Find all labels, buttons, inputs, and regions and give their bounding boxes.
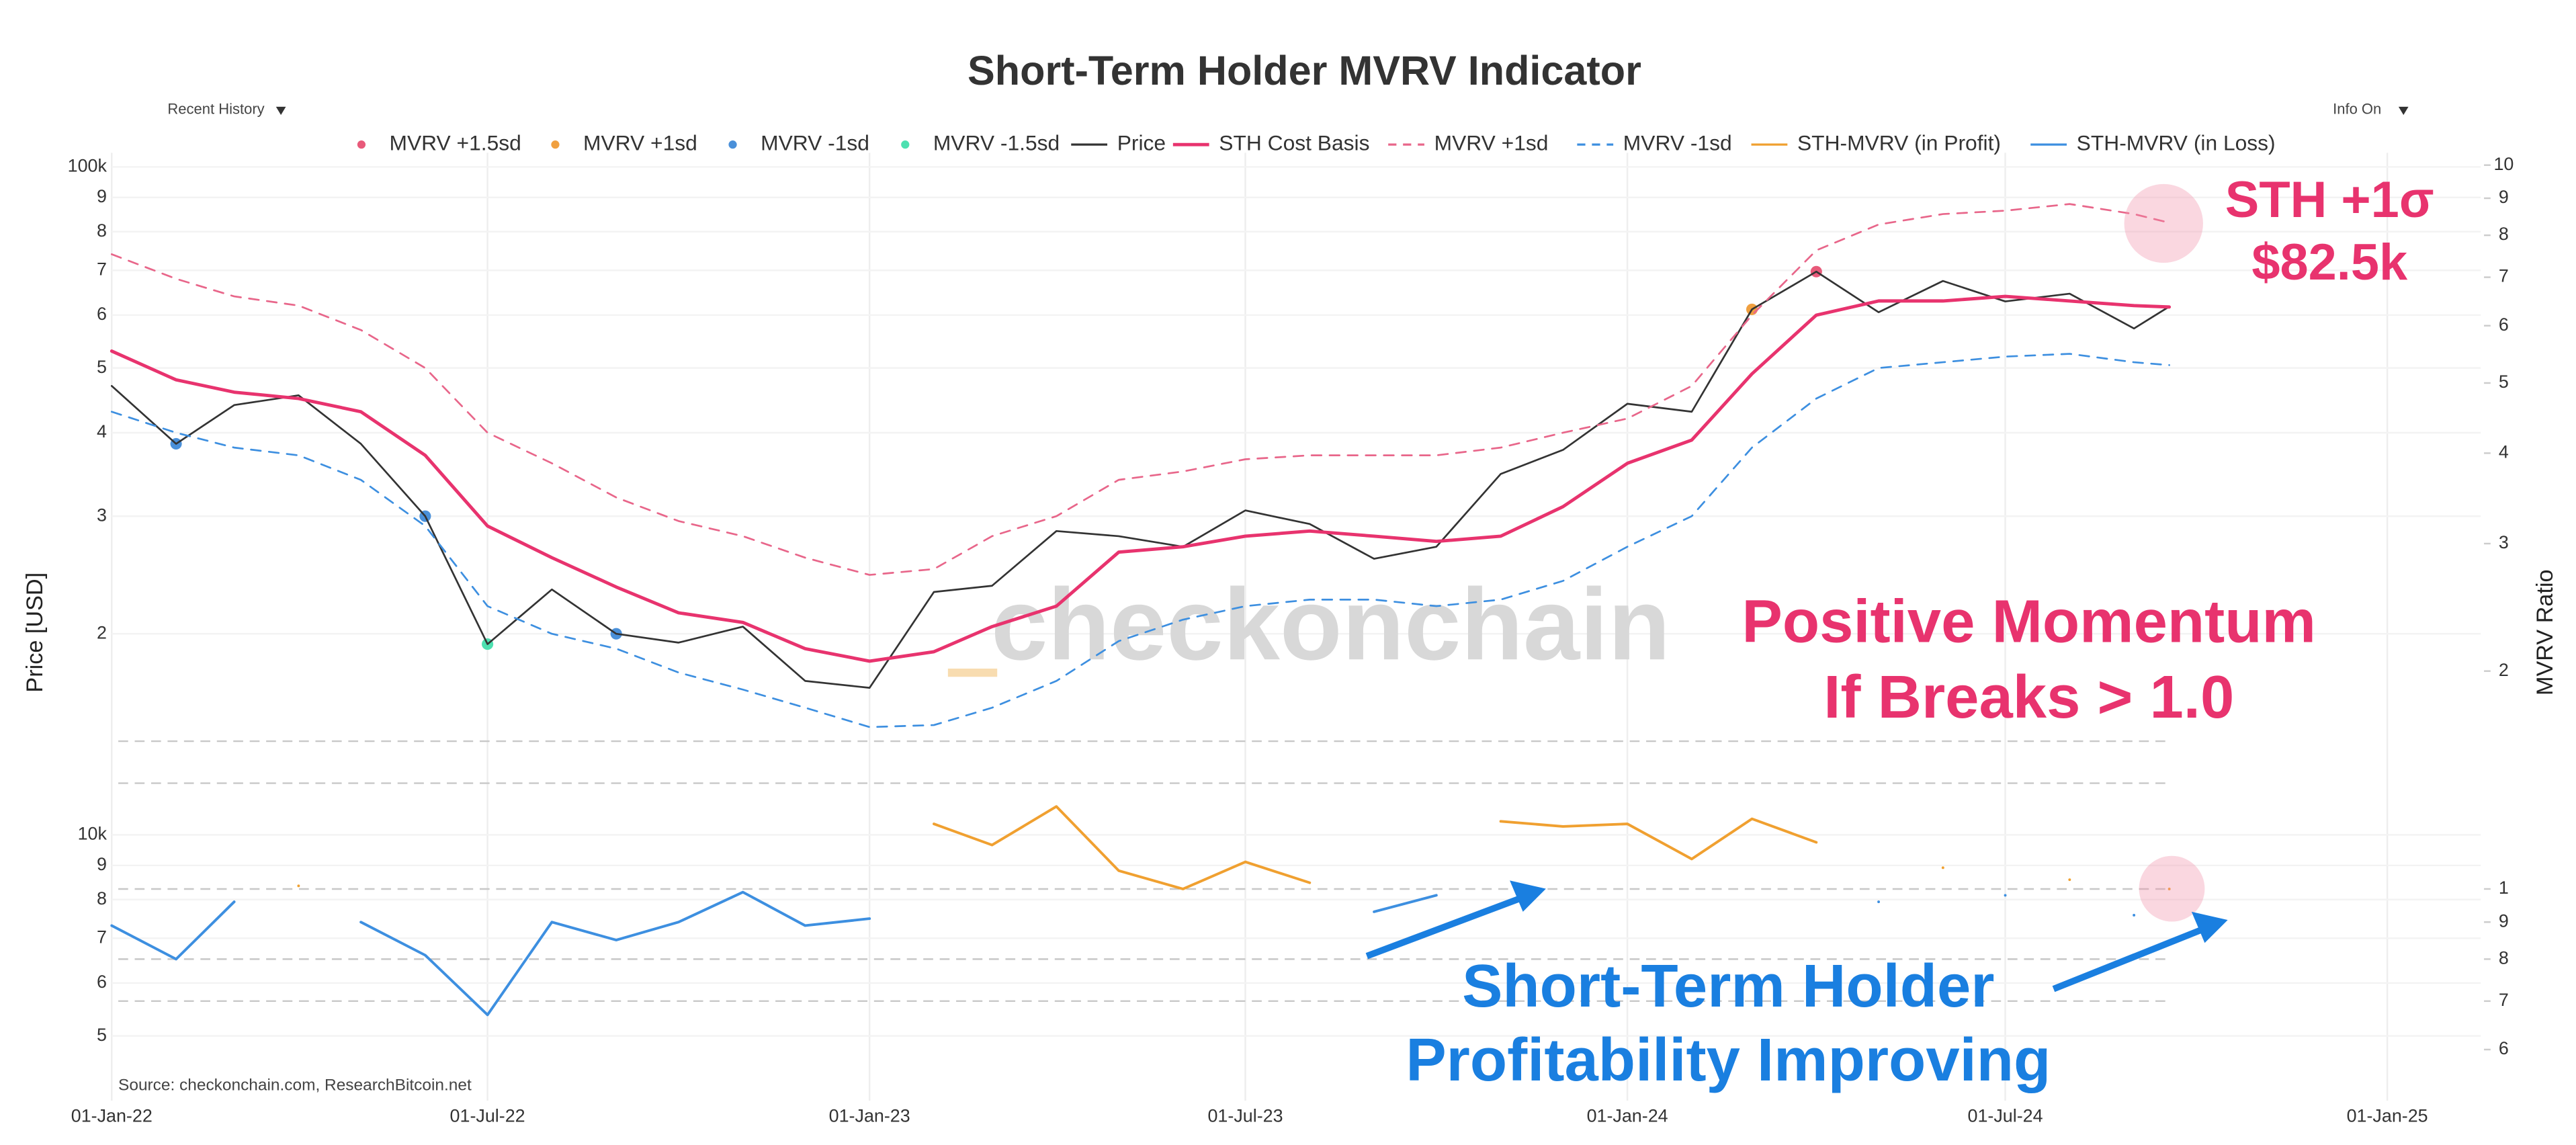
y-tick-label: 5 xyxy=(97,357,107,377)
legend-label: STH Cost Basis xyxy=(1219,131,1369,155)
y-tick-label: 3 xyxy=(97,505,107,525)
y2-tick-label: 9 xyxy=(2499,187,2509,207)
y-tick-label: 8 xyxy=(97,888,107,908)
y-tick-label: 9 xyxy=(97,854,107,874)
arrow xyxy=(2052,927,2203,992)
arrow-head xyxy=(2191,911,2228,943)
annotation: $82.5k xyxy=(2251,234,2408,291)
y-tick-label: 2 xyxy=(97,622,107,642)
dropdown[interactable]: Recent History xyxy=(167,101,264,118)
series-line xyxy=(110,890,2136,1017)
watermark-mark xyxy=(947,669,998,677)
dropdown-arrow xyxy=(275,106,286,116)
y-tick-label: 8 xyxy=(97,220,107,241)
x-tick-label: 01-Jul-22 xyxy=(450,1106,525,1126)
x-tick-label: 01-Jul-23 xyxy=(1207,1106,1283,1126)
y2-tick-label: 8 xyxy=(2499,947,2509,968)
y2-tick-label: 5 xyxy=(2499,372,2509,392)
legend-symbol xyxy=(551,140,560,149)
y-tick-label: 6 xyxy=(97,972,107,992)
grid: 01-Jan-22 01-Jul-22 01-Jan-23 01-Jul-23 01-J… xyxy=(68,153,2514,1126)
y-tick-label: 6 xyxy=(97,304,107,324)
arrow xyxy=(1365,895,1521,960)
highlight-circle xyxy=(2124,183,2203,263)
y2-tick-label: 4 xyxy=(2499,442,2509,462)
series-line xyxy=(110,294,2172,663)
y-tick-label: 7 xyxy=(97,927,107,947)
y-axis-title: Price [USD] xyxy=(22,572,48,693)
x-tick-label: 01-Jan-24 xyxy=(1587,1106,1668,1126)
series-line xyxy=(110,203,2170,576)
legend-label: MVRV -1sd xyxy=(1623,131,1732,155)
y2-tick-label: 7 xyxy=(2499,990,2509,1010)
y2-tick-label: 3 xyxy=(2499,532,2509,552)
annotation: Short-Term Holder xyxy=(1462,952,1994,1020)
chart-title: Short-Term Holder MVRV Indicator xyxy=(968,48,1641,93)
y-tick-label: 100k xyxy=(68,156,108,176)
legend-label: MVRV +1sd xyxy=(583,131,697,155)
x-tick-label: 01-Jan-22 xyxy=(71,1106,153,1126)
series-line xyxy=(297,805,2171,890)
y2-tick-label: 6 xyxy=(2499,1038,2509,1058)
annotation: Profitability Improving xyxy=(1406,1026,2051,1094)
dropdown[interactable]: Info On xyxy=(2333,101,2381,118)
arrow-head xyxy=(1510,880,1546,912)
y2-tick-label: 6 xyxy=(2499,314,2509,335)
legend-label: MVRV -1.5sd xyxy=(933,131,1060,155)
y2-tick-label: 9 xyxy=(2499,910,2509,931)
legend-symbol xyxy=(357,140,366,149)
source: Source: checkonchain.com, ResearchBitcoi… xyxy=(118,1076,472,1094)
y2-tick-label: 2 xyxy=(2499,660,2509,680)
annotation: Positive Momentum xyxy=(1742,587,2316,655)
dropdown-arrow xyxy=(2398,106,2409,116)
y2-tick-label: 7 xyxy=(2499,266,2509,286)
marks xyxy=(110,203,2172,1017)
y-tick-label: 7 xyxy=(97,259,107,280)
legend-label: MVRV +1sd xyxy=(1434,131,1549,155)
y2-tick-label: 8 xyxy=(2499,224,2509,244)
x-tick-label: 01-Jul-24 xyxy=(1967,1106,2043,1126)
y-tick-label: 5 xyxy=(97,1025,107,1045)
highlight-circle xyxy=(2139,855,2205,922)
x-tick-label: 01-Jan-25 xyxy=(2347,1106,2428,1126)
legend: MVRV +1.5sd MVRV +1sd MVRV -1sd MVRV -1.5sd… xyxy=(357,131,2276,155)
series-line xyxy=(110,353,2170,728)
y-tick-label: 10k xyxy=(78,824,108,844)
y2-tick-label: 1 xyxy=(2499,878,2509,898)
watermark: checkonchain xyxy=(991,568,1670,681)
legend-symbol xyxy=(901,140,910,149)
legend-symbol xyxy=(728,140,737,149)
annotation: If Breaks > 1.0 xyxy=(1823,663,2234,731)
legend-label: MVRV +1.5sd xyxy=(390,131,521,155)
legend-label: Price xyxy=(1117,131,1166,155)
y-tick-label: 9 xyxy=(97,186,107,206)
legend-label: STH-MVRV (in Loss) xyxy=(2077,131,2276,155)
annotation: STH +1σ xyxy=(2225,171,2434,228)
y2-tick-label: 10 xyxy=(2493,154,2514,174)
series-line xyxy=(110,270,2170,689)
x-tick-label: 01-Jan-23 xyxy=(829,1106,910,1126)
y2-axis-title: MVRV Ratio xyxy=(2532,569,2558,695)
legend-label: MVRV -1sd xyxy=(761,131,869,155)
legend-label: STH-MVRV (in Profit) xyxy=(1797,131,2001,155)
y-tick-label: 4 xyxy=(97,421,107,441)
